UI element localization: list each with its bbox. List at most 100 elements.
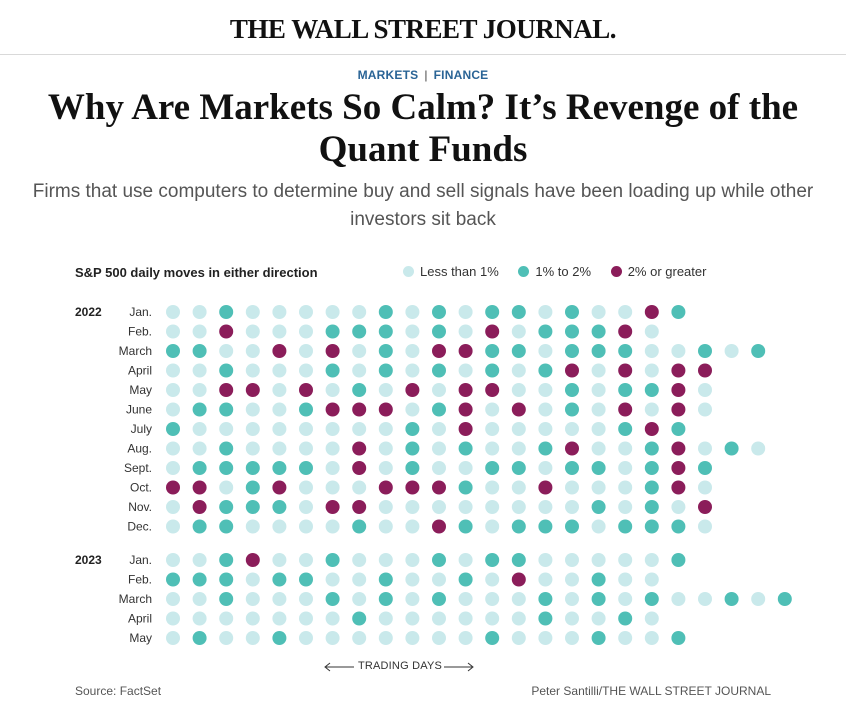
trading-day-dot [405,344,420,358]
trading-day-dot [538,572,553,587]
trading-day-dot [192,519,207,534]
trading-day-dot [458,519,473,534]
trading-day-dot [325,383,340,397]
trading-day-dot [777,592,792,606]
trading-day-dot [698,519,712,534]
trading-day-dot [272,441,287,456]
trading-day-dot [325,480,340,495]
trading-day-dot [458,572,473,587]
trading-day-dot [325,461,340,475]
trading-day-dot [538,631,553,645]
trading-day-dot [511,344,526,358]
trading-day-dot [272,592,287,606]
trading-day-dot [591,383,606,397]
trading-day-dot [591,363,606,378]
trading-day-dot [671,402,686,417]
trading-day-dot [698,344,712,358]
trading-day-dot [378,305,393,319]
trading-day-dot [219,611,234,626]
trading-day-dot [485,553,500,567]
trading-day-dot [352,572,367,587]
breadcrumb-finance[interactable]: FINANCE [433,68,489,82]
trading-day-dot [458,441,473,456]
trading-day-dot [432,592,446,606]
trading-day-dot [325,611,340,626]
trading-day-dot [219,519,234,534]
trading-day-dot [591,519,606,534]
trading-day-dot [565,500,579,514]
trading-day-dot [166,324,180,339]
trading-day-dot [352,402,367,417]
trading-day-dot [565,592,579,606]
trading-day-dot [591,631,606,645]
trading-day-dot [192,422,207,436]
trading-day-dot [405,324,420,339]
trading-day-dot [671,461,686,475]
legend-item-large: 2% or greater [610,264,706,279]
trading-day-dot [325,631,340,645]
trading-day-dot [405,631,420,645]
trading-day-dot [219,480,234,495]
trading-day-dot [245,422,260,436]
trading-day-dot [751,441,766,456]
trading-day-dot [565,422,579,436]
trading-day-dot [192,363,207,378]
trading-day-dot [511,572,526,587]
trading-day-dot [299,305,313,319]
trading-day-dot [192,461,207,475]
trading-day-dot [671,363,686,378]
trading-day-dot [352,631,367,645]
trading-day-dot [538,402,553,417]
trading-day-dot [219,441,234,456]
trading-day-dot [485,305,500,319]
trading-day-dot [219,461,234,475]
graphic-credit: Peter Santilli/THE WALL STREET JOURNAL [531,684,771,698]
trading-day-dot [192,592,207,606]
trading-day-dot [299,461,313,475]
trading-day-dot [352,500,367,514]
trading-day-dot [432,402,446,417]
trading-day-dot [299,500,313,514]
breadcrumb-separator: | [424,68,428,82]
trading-day-dot [245,402,260,417]
trading-day-dot [511,441,526,456]
trading-day-dot [538,441,553,456]
trading-day-dot [485,383,500,397]
breadcrumb-markets[interactable]: MARKETS [357,68,419,82]
trading-day-dot [166,592,180,606]
trading-day-dot [565,363,579,378]
wsj-logo[interactable]: THE WALL STREET JOURNAL. [229,14,617,44]
trading-day-dot [644,402,659,417]
trading-day-dot [272,500,287,514]
x-axis-label-text: TRADING DAYS [357,660,443,672]
trading-day-dot [405,461,420,475]
trading-day-dot [432,553,446,567]
trading-day-dot [325,592,340,606]
trading-day-dot [698,402,712,417]
trading-day-dot [166,402,180,417]
trading-day-dot [538,519,553,534]
trading-day-dot [565,461,579,475]
trading-day-dot [698,480,712,495]
article-headline: Why Are Markets So Calm? It’s Revenge of… [47,87,799,170]
trading-day-dot [618,611,633,626]
trading-day-dot [458,500,473,514]
trading-day-dot [565,572,579,587]
trading-day-dot [565,553,579,567]
trading-day-dot [192,402,207,417]
trading-day-dot [458,631,473,645]
trading-day-dot [325,441,340,456]
trading-day-dot [538,500,553,514]
trading-day-dot [325,553,340,567]
trading-day-dot [378,461,393,475]
legend-swatch-medium [518,266,530,277]
trading-day-dot [511,480,526,495]
trading-day-dot [245,611,260,626]
trading-day-dot [352,305,367,319]
trading-day-dot [618,519,633,534]
trading-day-dot [405,519,420,534]
trading-day-dot [458,324,473,339]
trading-day-dot [299,553,313,567]
trading-day-dot [618,572,633,587]
